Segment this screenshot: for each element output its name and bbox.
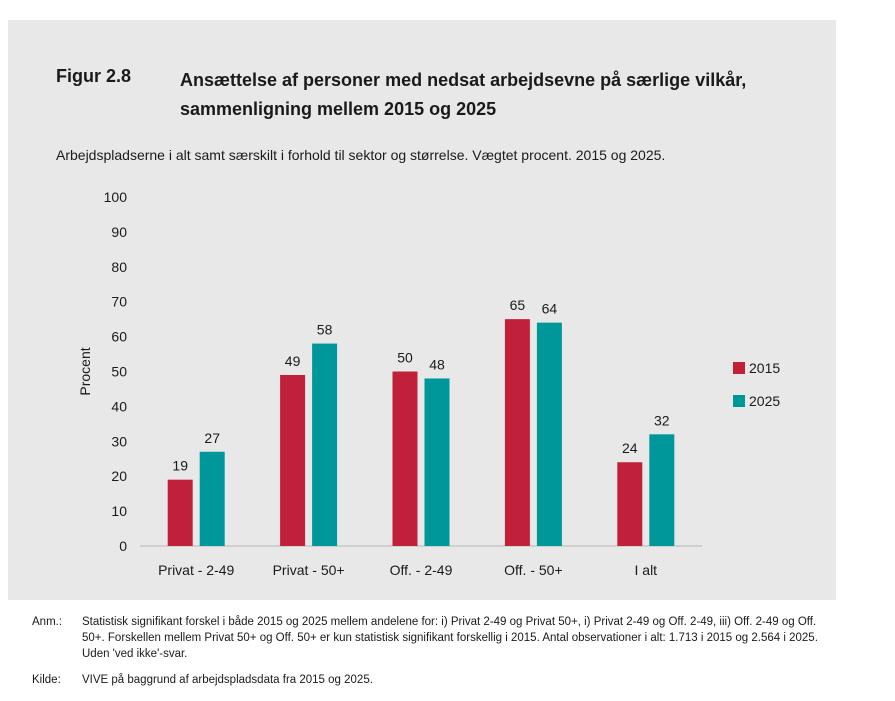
legend-label: 2025 — [749, 393, 780, 409]
y-tick-label: 0 — [119, 538, 127, 554]
note-kilde-label: Kilde: — [32, 674, 61, 686]
legend-label: 2015 — [749, 360, 780, 376]
bar-2015-2 — [392, 371, 418, 546]
y-tick-label: 90 — [111, 224, 127, 240]
bar-2015-0 — [167, 479, 193, 546]
x-tick-label: Off. - 50+ — [504, 562, 563, 578]
y-tick-label: 40 — [111, 398, 127, 414]
y-axis-label: Procent — [77, 347, 93, 395]
y-tick-label: 100 — [104, 189, 128, 205]
data-label: 48 — [429, 356, 445, 372]
y-tick-label: 70 — [111, 294, 127, 310]
note-anm: Anm.: Statistisk signifikant forskel i b… — [32, 614, 832, 662]
figure-title: Ansættelse af personer med nedsat arbejd… — [180, 70, 747, 119]
figure-panel — [8, 20, 836, 600]
bar-2015-4 — [617, 462, 643, 546]
bar-2025-0 — [199, 451, 225, 546]
y-tick-label: 60 — [111, 329, 127, 345]
data-label: 65 — [510, 297, 526, 313]
note-anm-text: Statistisk signifikant forskel i både 20… — [82, 616, 818, 660]
y-tick-label: 10 — [111, 503, 127, 519]
data-label: 64 — [542, 301, 558, 317]
y-tick-label: 50 — [111, 364, 127, 380]
data-label: 32 — [654, 412, 670, 428]
data-label: 19 — [172, 458, 188, 474]
figure-notes: Anm.: Statistisk signifikant forskel i b… — [32, 614, 832, 698]
note-kilde: Kilde: VIVE på baggrund af arbejdspladsd… — [32, 672, 832, 688]
data-label: 27 — [204, 430, 220, 446]
bar-2015-1 — [280, 374, 306, 546]
x-tick-label: I alt — [635, 562, 658, 578]
data-label: 49 — [285, 353, 301, 369]
legend-swatch-2025 — [733, 395, 745, 407]
y-tick-label: 30 — [111, 433, 127, 449]
bar-2025-2 — [424, 378, 450, 546]
figure-subtitle: Arbejdspladserne i alt samt særskilt i f… — [56, 147, 666, 163]
x-tick-label: Privat - 50+ — [273, 562, 345, 578]
bar-2025-3 — [536, 322, 562, 546]
bar-2025-1 — [312, 343, 338, 546]
y-tick-label: 20 — [111, 468, 127, 484]
legend-swatch-2015 — [733, 362, 745, 374]
bar-2025-4 — [649, 434, 675, 546]
data-label: 24 — [622, 440, 638, 456]
note-kilde-text: VIVE på baggrund af arbejdspladsdata fra… — [82, 674, 373, 686]
data-label: 58 — [317, 322, 333, 338]
bar-2015-3 — [504, 319, 530, 546]
x-tick-label: Privat - 2-49 — [158, 562, 234, 578]
y-tick-label: 80 — [111, 259, 127, 275]
x-tick-label: Off. - 2-49 — [390, 562, 453, 578]
figure-label: Figur 2.8 — [56, 66, 132, 86]
note-anm-label: Anm.: — [32, 616, 63, 628]
data-label: 50 — [397, 350, 413, 366]
